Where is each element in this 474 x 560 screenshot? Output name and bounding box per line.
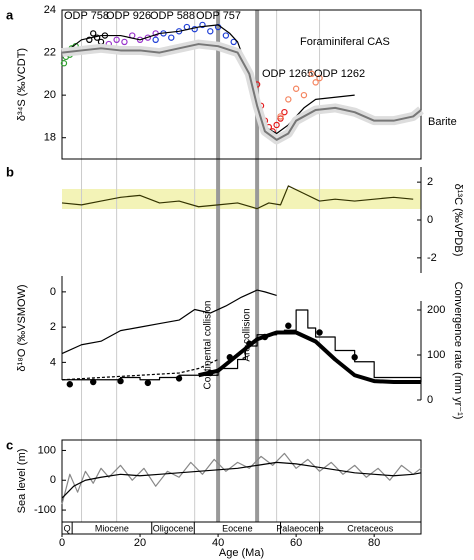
- y-axis-label: δ¹³C (‰VPDB): [452, 184, 464, 257]
- data-point: [207, 369, 214, 377]
- series-label: ODP 1265: [262, 68, 313, 80]
- y-tick-label: 0: [427, 214, 433, 226]
- series-line: [61, 43, 422, 141]
- data-point: [152, 36, 159, 44]
- series-label: ODP 1262: [314, 68, 365, 80]
- data-point: [121, 38, 128, 46]
- series-label: Barite: [428, 116, 457, 128]
- y-axis-label: Sea level (m): [16, 449, 28, 514]
- series-label: Foraminiferal CAS: [300, 36, 390, 48]
- series-line: [61, 289, 277, 355]
- y-tick-label: -2: [427, 252, 437, 264]
- y-tick-label: 4: [50, 356, 56, 368]
- data-point: [261, 333, 269, 341]
- data-point: [117, 377, 124, 385]
- series-line: [62, 309, 422, 382]
- x-tick-label: 0: [59, 537, 65, 549]
- data-point: [316, 74, 323, 82]
- series-label: ODP 758: [64, 10, 109, 22]
- data-point: [273, 121, 280, 129]
- y-axis-label: Convergence rate (mm yr⁻¹): [452, 282, 464, 420]
- x-tick-label: 80: [368, 537, 380, 549]
- data-point: [277, 113, 284, 120]
- series-line: [61, 185, 414, 210]
- data-point: [300, 91, 308, 99]
- data-point: [86, 36, 93, 44]
- data-point: [285, 96, 292, 103]
- panel-frame: [61, 439, 422, 523]
- y-tick-label: 100: [427, 349, 445, 361]
- data-point: [222, 32, 230, 39]
- y-tick-label: -100: [34, 504, 56, 516]
- y-tick-label: 200: [427, 304, 445, 316]
- series-line: [61, 452, 422, 505]
- data-point: [316, 329, 323, 336]
- epoch-label: Oligocene: [153, 523, 194, 533]
- epoch-label: Palaeocene: [276, 523, 324, 533]
- data-point: [175, 375, 183, 382]
- data-point: [277, 115, 284, 122]
- y-tick-label: 2: [50, 321, 56, 333]
- panel-frame: [61, 9, 422, 160]
- data-point: [351, 354, 358, 361]
- data-point: [113, 36, 120, 44]
- collision-label: Continental collision: [203, 301, 214, 390]
- series-line: [198, 330, 421, 384]
- x-tick-label: 20: [134, 537, 146, 549]
- data-point: [281, 108, 288, 116]
- y-axis-label: δ³⁴S (‰VCDT): [16, 48, 28, 121]
- series-line: [61, 461, 422, 499]
- epoch-label: Q: [64, 523, 71, 533]
- y-tick-label: 0: [50, 286, 56, 298]
- data-point: [168, 34, 175, 41]
- series-label: ODP 588: [150, 10, 195, 22]
- data-point: [312, 79, 319, 86]
- data-point: [66, 381, 74, 388]
- epoch-label: Eocene: [222, 523, 253, 533]
- y-tick-label: 18: [44, 132, 56, 144]
- panel-letter: a: [6, 7, 14, 22]
- epoch-label: Miocene: [95, 523, 129, 533]
- y-tick-label: 22: [44, 46, 56, 58]
- collision-label: Arc collision: [242, 308, 253, 361]
- data-point: [97, 38, 105, 46]
- panel-letter: b: [6, 164, 14, 179]
- data-point: [285, 322, 292, 329]
- x-tick-label: 60: [290, 537, 302, 549]
- y-tick-label: 2: [427, 176, 433, 188]
- data-point: [60, 60, 68, 67]
- data-point: [246, 340, 253, 347]
- series-line: [61, 24, 355, 135]
- y-tick-label: 0: [427, 394, 433, 406]
- epoch-label: Cretaceous: [347, 523, 394, 533]
- data-point: [90, 378, 97, 386]
- data-point: [144, 379, 152, 387]
- data-point: [207, 28, 214, 35]
- data-point: [308, 70, 315, 78]
- data-point: [191, 25, 198, 33]
- data-point: [93, 34, 101, 41]
- data-point: [226, 354, 233, 361]
- data-point: [230, 38, 237, 46]
- series-label: ODP 757: [196, 10, 241, 22]
- panel-letter: c: [6, 437, 13, 452]
- x-tick-label: 40: [212, 537, 224, 549]
- series-line: [61, 358, 219, 381]
- y-tick-label: 100: [38, 444, 56, 456]
- y-axis-label: δ¹⁸O (‰VSMOW): [16, 284, 28, 371]
- data-point: [90, 30, 97, 37]
- y-tick-label: 20: [44, 89, 56, 101]
- data-point: [199, 21, 206, 29]
- y-tick-label: 0: [50, 474, 56, 486]
- y-tick-label: 24: [44, 4, 56, 16]
- data-point: [292, 85, 300, 92]
- x-axis-label: Age (Ma): [219, 547, 264, 559]
- series-label: ODP 926: [106, 10, 151, 22]
- d13c-band: [62, 189, 421, 209]
